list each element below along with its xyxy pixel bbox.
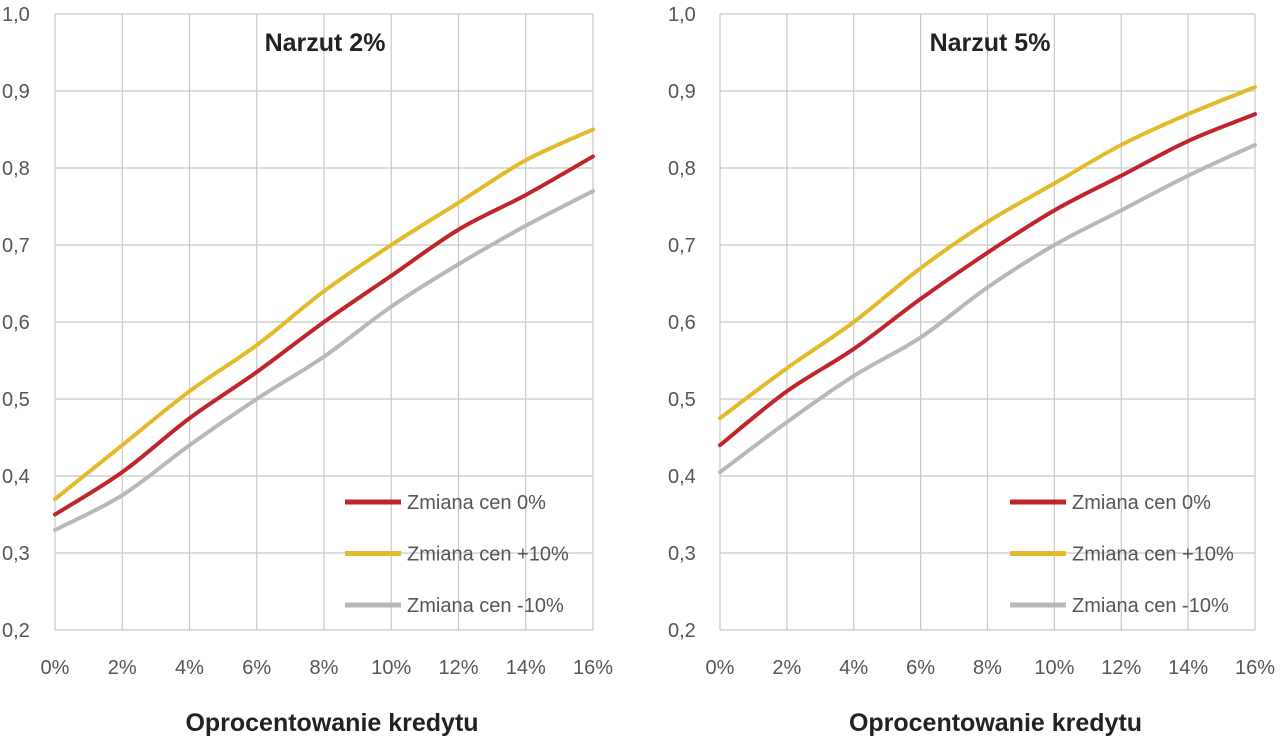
y-tick-label: 0,7: [2, 235, 30, 257]
legend-label: Zmiana cen 0%: [407, 492, 546, 514]
x-tick-label: 14%: [1168, 657, 1208, 679]
x-tick-label: 12%: [1101, 657, 1141, 679]
legend-label: Zmiana cen 0%: [1072, 492, 1211, 514]
x-tick-label: 2%: [772, 657, 801, 679]
x-axis-label: Oprocentowanie kredytu: [849, 709, 1142, 737]
x-tick-label: 4%: [839, 657, 868, 679]
x-tick-label: 0%: [706, 657, 735, 679]
legend-label: Zmiana cen -10%: [407, 595, 564, 617]
x-tick-label: 0%: [41, 657, 70, 679]
y-tick-label: 1,0: [668, 4, 696, 26]
series-line-3: [53, 189, 595, 532]
y-tick-label: 0,5: [668, 389, 696, 411]
x-tick-label: 16%: [573, 657, 613, 679]
legend-label: Zmiana cen +10%: [407, 544, 569, 566]
series-line-1: [718, 112, 1257, 448]
y-tick-label: 0,3: [2, 543, 30, 565]
series-line-2: [718, 85, 1257, 421]
y-tick-label: 0,3: [668, 543, 696, 565]
x-tick-label: 14%: [506, 657, 546, 679]
y-tick-label: 0,7: [668, 235, 696, 257]
chart-title: Narzut 2%: [265, 29, 386, 57]
y-tick-label: 0,4: [2, 466, 30, 488]
series-line-3: [718, 142, 1257, 475]
series-line-1: [53, 154, 595, 517]
x-tick-label: 16%: [1235, 657, 1275, 679]
x-tick-label: 6%: [906, 657, 935, 679]
y-tick-label: 0,8: [2, 158, 30, 180]
y-tick-label: 0,5: [2, 389, 30, 411]
legend-label: Zmiana cen -10%: [1072, 595, 1229, 617]
y-tick-label: 1,0: [2, 4, 30, 26]
y-tick-label: 0,8: [668, 158, 696, 180]
x-tick-label: 12%: [438, 657, 478, 679]
x-tick-label: 2%: [108, 657, 137, 679]
x-tick-label: 8%: [973, 657, 1002, 679]
x-tick-label: 4%: [175, 657, 204, 679]
y-tick-label: 0,2: [668, 620, 696, 642]
x-tick-label: 8%: [310, 657, 339, 679]
y-tick-label: 0,2: [2, 620, 30, 642]
y-tick-label: 0,4: [668, 466, 696, 488]
y-tick-label: 0,9: [668, 81, 696, 103]
x-tick-label: 6%: [242, 657, 271, 679]
x-axis-label: Oprocentowanie kredytu: [185, 709, 478, 737]
chart-panel-1: 0,2 0,3 0,4 0,5 0,6 0,7 0,8 0,9 1,0 0% 2% 4% 6% 8% 10%…: [2, 4, 613, 737]
y-tick-label: 0,6: [2, 312, 30, 334]
legend-label: Zmiana cen +10%: [1072, 544, 1234, 566]
x-tick-label: 10%: [371, 657, 411, 679]
x-tick-label: 10%: [1034, 657, 1074, 679]
series-line-2: [53, 127, 595, 502]
chart-panel-2: 0,2 0,3 0,4 0,5 0,6 0,7 0,8 0,9 1,0 0% 2% 4% 6% 8% 10%…: [668, 4, 1275, 737]
y-tick-label: 0,6: [668, 312, 696, 334]
chart-title: Narzut 5%: [930, 29, 1051, 57]
y-tick-label: 0,9: [2, 81, 30, 103]
